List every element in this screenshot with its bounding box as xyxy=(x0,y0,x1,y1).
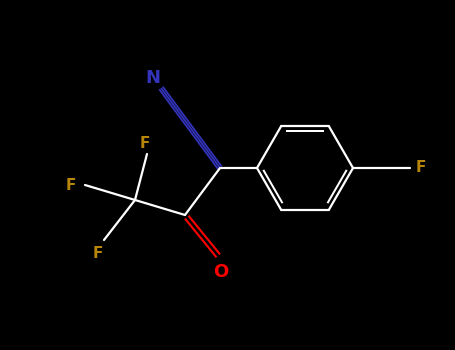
Text: N: N xyxy=(146,69,161,87)
Text: F: F xyxy=(66,177,76,192)
Text: O: O xyxy=(213,263,228,281)
Text: F: F xyxy=(140,136,150,152)
Text: F: F xyxy=(416,161,426,175)
Text: F: F xyxy=(93,245,103,260)
